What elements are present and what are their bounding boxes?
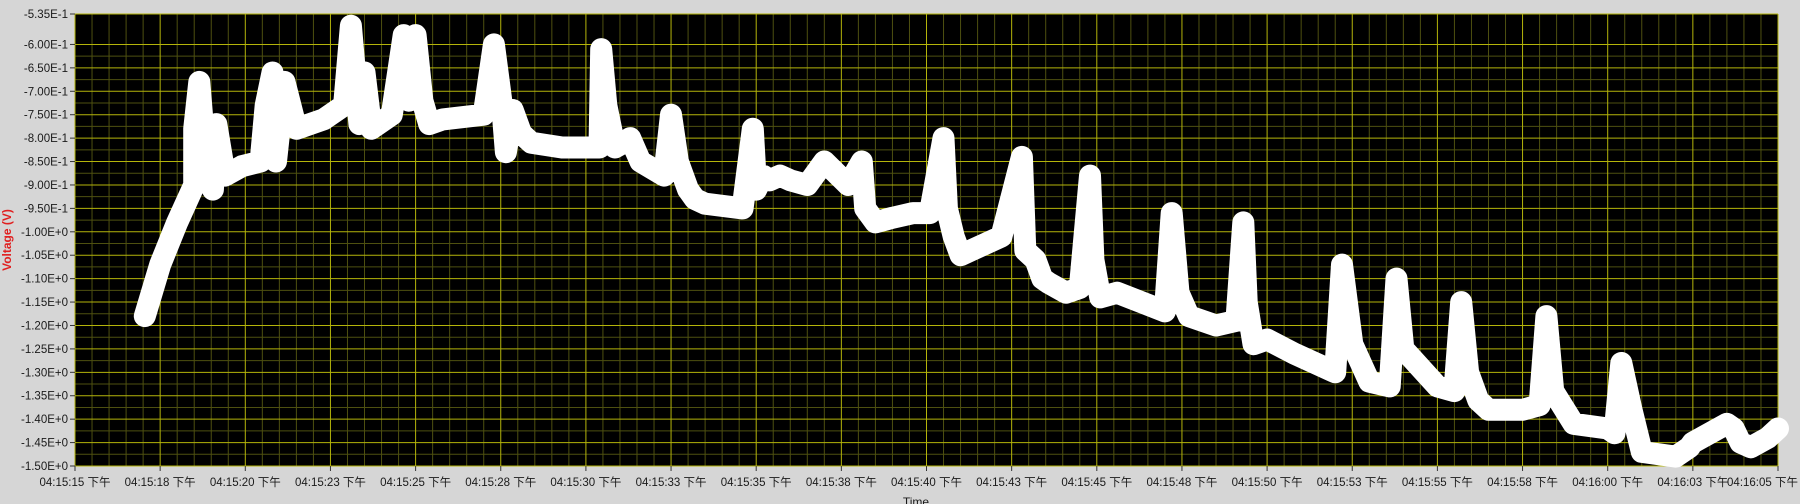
y-tick-label: -8.50E-1 [24,157,68,169]
x-tick-label: 04:15:25 下午 [380,476,451,489]
x-tick-label: 04:16:00 下午 [1572,476,1643,489]
y-tick-label: -1.10E+0 [21,274,68,286]
x-tick-label: 04:15:23 下午 [295,476,366,489]
y-tick-label: -6.50E-1 [24,63,68,75]
x-tick-label: 04:15:53 下午 [1317,476,1388,489]
y-tick-label: -9.00E-1 [24,180,68,192]
y-tick-label: -7.00E-1 [24,86,68,98]
y-tick-label: -8.00E-1 [24,133,68,145]
x-tick-label: 04:15:50 下午 [1232,476,1303,489]
y-tick-label: -1.20E+0 [21,320,68,332]
x-tick-label: 04:15:45 下午 [1061,476,1132,489]
y-tick-label: -1.25E+0 [21,344,68,356]
x-tick-label: 04:15:18 下午 [125,476,196,489]
x-tick-label: 04:15:35 下午 [721,476,792,489]
y-tick-label: -1.05E+0 [21,250,68,262]
y-tick-label: -1.30E+0 [21,367,68,379]
y-tick-label: -6.00E-1 [24,39,68,51]
x-tick-label: 04:15:55 下午 [1402,476,1473,489]
y-axis-title: Voltage (V) [0,209,14,271]
x-tick-label: 04:16:03 下午 [1657,476,1728,489]
x-tick-label: 04:15:15 下午 [40,476,111,489]
y-tick-label: -1.40E+0 [21,414,68,426]
x-tick-label: 04:15:43 下午 [976,476,1047,489]
x-tick-label: 04:15:38 下午 [806,476,877,489]
y-tick-label: -1.00E+0 [21,227,68,239]
x-tick-label: 04:15:28 下午 [465,476,536,489]
x-tick-label: 04:16:05 下午 [1727,476,1798,489]
x-tick-label: 04:15:20 下午 [210,476,281,489]
x-tick-label: 04:15:40 下午 [891,476,962,489]
y-tick-label: -7.50E-1 [24,110,68,122]
major-grid [74,13,1779,467]
x-tick-label: 04:15:48 下午 [1146,476,1217,489]
trace-group [133,14,1789,468]
x-axis: 04:15:15 下午 04:15:18 下午 04:15:20 下午 04:15:2… [40,466,1798,489]
voltage-trace-core [142,23,1780,459]
y-tick-label: -5.35E-1 [24,9,68,21]
y-tick-label: -1.15E+0 [21,297,68,309]
y-tick-label: -9.50E-1 [24,203,68,215]
y-axis: -5.35E-1 -6.00E-1 -6.50E-1 -7.00E-1 -7.50E-1… [21,9,75,473]
y-tick-label: -1.35E+0 [21,391,68,403]
x-tick-label: 04:15:33 下午 [636,476,707,489]
y-tick-label: -1.45E+0 [21,438,68,450]
x-tick-label: 04:15:30 下午 [550,476,621,489]
x-axis-title: Time [903,495,930,504]
y-tick-label: -1.50E+0 [21,461,68,473]
x-tick-label: 04:15:58 下午 [1487,476,1558,489]
